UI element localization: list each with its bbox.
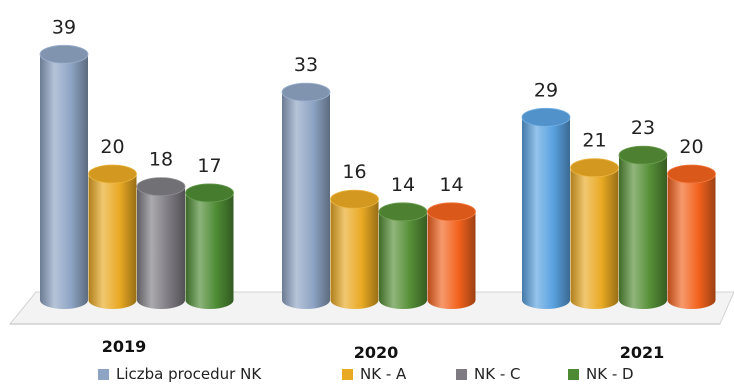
legend-item: NK - C bbox=[456, 364, 520, 384]
bar-body bbox=[427, 211, 476, 309]
data-label: 20 bbox=[679, 136, 703, 158]
bar-top bbox=[667, 164, 716, 184]
legend-label: NK - A bbox=[360, 365, 407, 383]
data-label: 18 bbox=[149, 149, 173, 171]
bar-2020-1 bbox=[281, 82, 331, 309]
legend-label: NK - D bbox=[586, 365, 634, 383]
bar-2021-4 bbox=[667, 164, 716, 309]
bar-top bbox=[570, 158, 619, 178]
bar-body bbox=[185, 192, 234, 309]
category-label-2021: 2021 bbox=[620, 343, 665, 362]
data-label: 23 bbox=[631, 117, 655, 139]
bar-top bbox=[88, 164, 137, 184]
data-label: 33 bbox=[294, 54, 318, 76]
bar-body bbox=[282, 92, 330, 309]
data-label: 17 bbox=[197, 155, 221, 177]
bar-body bbox=[137, 186, 185, 309]
bar-top bbox=[281, 82, 331, 102]
legend-label: Liczba procedur NK bbox=[116, 365, 262, 383]
bar-body bbox=[619, 155, 667, 309]
bar-2021-1 bbox=[521, 107, 571, 309]
legend-item: NK - A bbox=[342, 364, 406, 384]
legend-item: Liczba procedur NK bbox=[98, 364, 261, 384]
legend-swatch bbox=[568, 368, 579, 380]
legend-label: NK - C bbox=[474, 365, 521, 383]
data-label: 16 bbox=[342, 161, 366, 183]
bar-2020-3 bbox=[378, 202, 428, 309]
bar-2019-3 bbox=[136, 177, 186, 309]
data-label: 21 bbox=[582, 130, 606, 152]
bar-top bbox=[39, 44, 89, 64]
bar-body bbox=[379, 211, 427, 309]
bar-top bbox=[618, 145, 668, 165]
bar-2020-2 bbox=[330, 189, 379, 309]
data-label: 20 bbox=[100, 136, 124, 158]
category-label-2020: 2020 bbox=[354, 343, 399, 362]
legend-swatch bbox=[342, 368, 353, 380]
bar-body bbox=[522, 117, 570, 309]
bar-top bbox=[427, 202, 476, 222]
data-label: 14 bbox=[391, 174, 415, 196]
data-label: 14 bbox=[439, 174, 463, 196]
bar-2021-3 bbox=[618, 145, 668, 309]
data-label: 29 bbox=[534, 79, 558, 101]
bar-top bbox=[136, 177, 186, 197]
bar-2020-4 bbox=[427, 202, 476, 309]
bar-top bbox=[330, 189, 379, 209]
legend-item: NK - D bbox=[568, 364, 634, 384]
bar-top bbox=[521, 107, 571, 127]
bar-body bbox=[40, 54, 88, 309]
legend-swatch bbox=[98, 368, 109, 380]
bar-top bbox=[378, 202, 428, 222]
category-label-2019: 2019 bbox=[102, 337, 147, 356]
legend: Liczba procedur NK NK - A NK - C NK - D bbox=[98, 364, 734, 384]
legend-swatch bbox=[456, 368, 467, 380]
bar-2021-2 bbox=[570, 158, 619, 309]
bar-2019-2 bbox=[88, 164, 137, 309]
bar-2019-4 bbox=[185, 183, 234, 309]
bar-2019-1 bbox=[39, 44, 89, 309]
data-label: 39 bbox=[52, 16, 76, 38]
bar-top bbox=[185, 183, 234, 203]
bar-body bbox=[667, 174, 716, 309]
bar-body bbox=[570, 167, 619, 309]
bar-body bbox=[88, 174, 137, 309]
bar-body bbox=[330, 199, 379, 309]
